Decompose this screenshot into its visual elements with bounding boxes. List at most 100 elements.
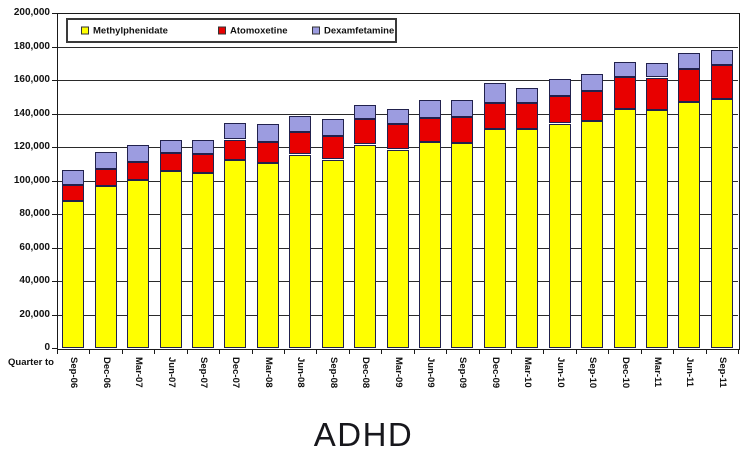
bar-segment-methylphenidate xyxy=(581,121,604,348)
x-axis-tick xyxy=(316,349,318,354)
bar-segment-atomoxetine xyxy=(581,90,604,122)
legend-swatch-icon xyxy=(218,26,226,35)
legend-label: Dexamfetamine xyxy=(324,25,395,36)
bar-segment-methylphenidate xyxy=(62,200,85,348)
bar-segment-methylphenidate xyxy=(548,123,571,348)
x-axis-tick xyxy=(543,349,545,354)
legend-label: Atomoxetine xyxy=(230,25,288,36)
x-axis-tick xyxy=(738,349,739,354)
bar-segment-dexamfetamine xyxy=(678,53,701,70)
bar-segment-methylphenidate xyxy=(321,159,344,348)
x-axis-tick xyxy=(511,349,512,354)
bar-segment-dexamfetamine xyxy=(451,100,474,117)
bar-segment-dexamfetamine xyxy=(645,63,668,78)
y-axis-tick xyxy=(52,13,57,14)
bar-segment-methylphenidate xyxy=(386,149,409,348)
y-axis-tick-label: 40,000 xyxy=(19,275,50,286)
bar-segment-atomoxetine xyxy=(289,131,312,155)
y-axis-tick xyxy=(52,180,57,182)
bar-segment-methylphenidate xyxy=(613,109,636,348)
x-axis-category-label: Jun-10 xyxy=(554,357,566,388)
x-axis-tick xyxy=(640,349,642,354)
x-axis-tick xyxy=(673,349,675,354)
x-axis-tick xyxy=(251,349,253,354)
bar-segment-methylphenidate xyxy=(354,144,377,348)
x-axis-category-label: Dec-07 xyxy=(230,357,242,389)
y-axis-tick xyxy=(52,247,57,249)
bar-segment-dexamfetamine xyxy=(159,139,182,153)
x-axis-category-label: Jun-11 xyxy=(684,357,696,388)
bar-segment-dexamfetamine xyxy=(418,100,441,118)
bar-segment-atomoxetine xyxy=(191,153,214,173)
bar-segment-methylphenidate xyxy=(127,179,150,348)
bar-segment-atomoxetine xyxy=(127,162,150,180)
bar-segment-methylphenidate xyxy=(418,142,441,348)
x-axis-category-label: Jun-09 xyxy=(424,357,436,388)
bar-segment-atomoxetine xyxy=(710,64,733,100)
x-axis-category-label: Dec-06 xyxy=(100,357,112,389)
x-axis-tick xyxy=(186,349,188,354)
y-axis-tick-label: 20,000 xyxy=(19,308,50,320)
y-axis-tick-label: 120,000 xyxy=(13,141,50,152)
bar-segment-dexamfetamine xyxy=(613,61,636,77)
x-axis-category-label: Dec-08 xyxy=(360,357,372,389)
x-axis-category-label: Mar-11 xyxy=(651,357,663,388)
y-axis-tick xyxy=(52,348,57,349)
y-axis-tick xyxy=(52,147,57,148)
bar-segment-methylphenidate xyxy=(159,171,182,348)
gridline xyxy=(57,46,738,48)
x-axis-tick xyxy=(284,349,285,354)
x-axis-category-label: Mar-07 xyxy=(133,357,145,388)
x-axis-category-label: Mar-09 xyxy=(392,357,404,388)
bar-segment-atomoxetine xyxy=(418,117,441,142)
y-axis-tick xyxy=(52,113,57,115)
x-axis-caption: Quarter to xyxy=(8,357,54,368)
y-axis-tick-label: 100,000 xyxy=(13,174,50,186)
bar-segment-dexamfetamine xyxy=(62,169,85,185)
bar-segment-atomoxetine xyxy=(516,102,539,129)
bar-segment-atomoxetine xyxy=(62,184,85,201)
bar-segment-atomoxetine xyxy=(613,76,636,110)
x-axis-category-label: Dec-09 xyxy=(489,357,501,389)
bar-segment-dexamfetamine xyxy=(516,88,539,103)
bar-segment-dexamfetamine xyxy=(94,152,117,169)
bar-segment-methylphenidate xyxy=(516,128,539,348)
x-axis-tick xyxy=(57,349,58,354)
y-axis-tick-label: 180,000 xyxy=(13,40,50,52)
x-axis-tick xyxy=(413,349,415,354)
y-axis-tick-label: 80,000 xyxy=(19,208,50,219)
bar-segment-methylphenidate xyxy=(483,129,506,348)
bar-segment-dexamfetamine xyxy=(191,140,214,154)
x-axis-tick xyxy=(705,349,707,354)
bar-segment-atomoxetine xyxy=(224,139,247,160)
y-axis-tick-label: 0 xyxy=(44,342,50,353)
bar-segment-atomoxetine xyxy=(678,69,701,102)
bar-segment-methylphenidate xyxy=(289,154,312,348)
bar-segment-dexamfetamine xyxy=(548,79,571,96)
legend-item-methylphenidate: Methylphenidate xyxy=(81,25,168,36)
bar-segment-dexamfetamine xyxy=(386,109,409,125)
y-axis-tick xyxy=(52,46,57,48)
bar-segment-dexamfetamine xyxy=(483,83,506,103)
bar-segment-dexamfetamine xyxy=(354,105,377,120)
bar-segment-dexamfetamine xyxy=(581,74,604,91)
x-axis-tick xyxy=(478,349,480,354)
gridline xyxy=(57,80,738,81)
bar-segment-atomoxetine xyxy=(354,119,377,145)
bar-segment-atomoxetine xyxy=(483,102,506,130)
bar-segment-atomoxetine xyxy=(94,168,117,186)
x-axis-tick xyxy=(575,349,577,354)
bar-segment-methylphenidate xyxy=(678,101,701,348)
x-axis-tick xyxy=(89,349,91,354)
bar-segment-methylphenidate xyxy=(256,162,279,348)
y-axis-tick-label: 140,000 xyxy=(13,107,50,119)
bar-segment-methylphenidate xyxy=(451,142,474,348)
bar-segment-dexamfetamine xyxy=(289,116,312,132)
bar-segment-dexamfetamine xyxy=(127,144,150,163)
bar-segment-atomoxetine xyxy=(451,116,474,143)
legend-swatch-icon xyxy=(81,26,89,35)
bar-segment-dexamfetamine xyxy=(710,49,733,65)
bar-segment-methylphenidate xyxy=(710,99,733,348)
legend-item-atomoxetine: Atomoxetine xyxy=(218,25,288,36)
